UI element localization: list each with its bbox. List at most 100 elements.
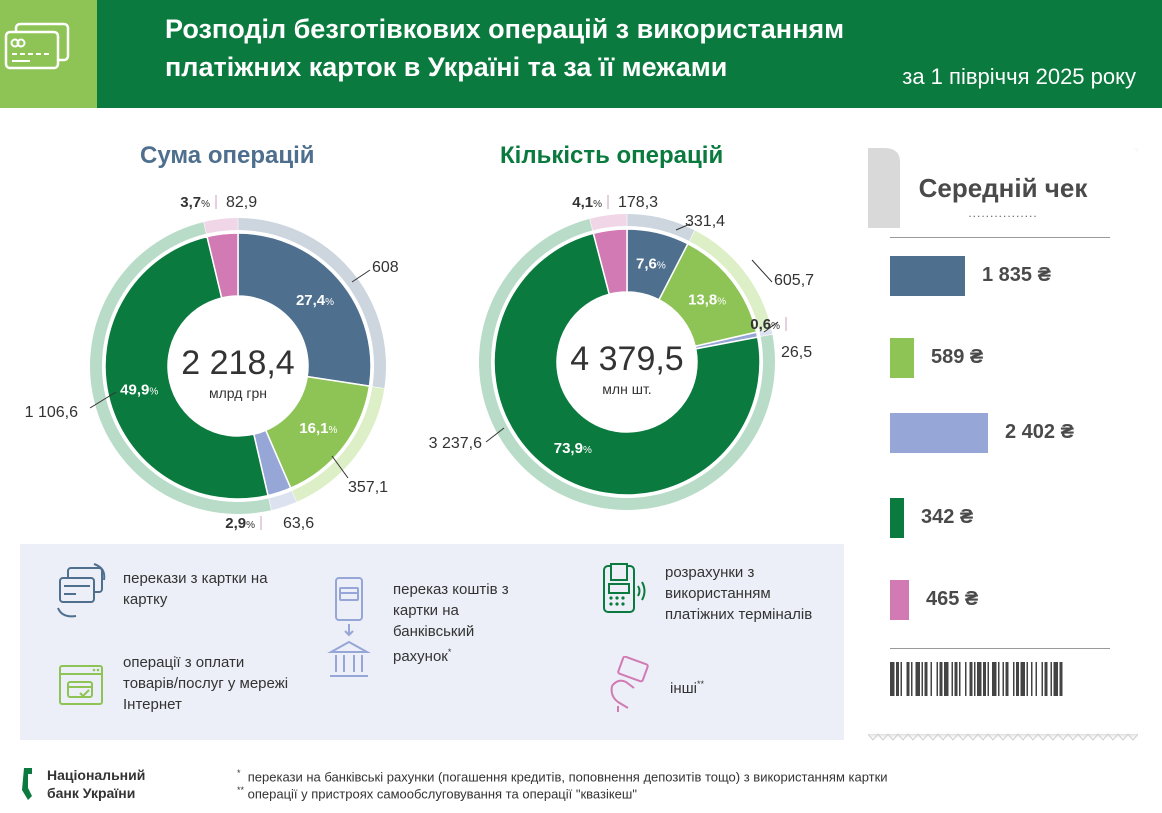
barcode-stripe xyxy=(951,662,953,696)
footnote-2: ** операції у пристроях самообслуговуван… xyxy=(237,785,637,801)
avg-check-bar-to-account xyxy=(890,413,988,453)
donut-sum-value-terminals: 1 106,6 xyxy=(25,404,78,421)
donut-count-value-card-to-card: 331,4 xyxy=(685,213,725,230)
barcode-stripe xyxy=(992,662,997,696)
avg-check-label-to-account: 2 402 ₴ xyxy=(1005,421,1074,443)
avg-check-label-internet: 589 ₴ xyxy=(931,346,984,368)
donut-count-ring-to-account xyxy=(759,329,773,337)
donut-sum-slice-card-to-card xyxy=(237,232,372,387)
footnote-2-text: операції у пристроях самообслуговування … xyxy=(247,786,637,802)
receipt-title: Середній чек xyxy=(918,173,1088,203)
barcode-stripe xyxy=(974,662,976,696)
nbu-logo-text: Національний банк України xyxy=(47,766,145,802)
barcode-stripe xyxy=(1016,662,1019,696)
barcode-stripe xyxy=(969,662,973,696)
barcode-stripe xyxy=(924,662,928,696)
avg-check-bar-card-to-card xyxy=(890,256,965,296)
nbu-logo-line1: Національний xyxy=(47,767,146,783)
barcode-stripe xyxy=(900,662,902,696)
legend-other: інші** xyxy=(670,674,704,699)
donut-sum-ring-other xyxy=(203,218,238,234)
donut-sum-pct-other: 3,7% xyxy=(180,194,210,211)
donut-sum-pct-to-account: 2,9% xyxy=(225,515,255,532)
barcode-stripe xyxy=(977,662,982,696)
donut-sum-ring-internet xyxy=(292,386,385,502)
receipt-dots: ................ xyxy=(968,206,1038,220)
avg-check-bar-terminals xyxy=(890,498,904,538)
donut-sum-pct-card-to-card: 27,4% xyxy=(296,292,334,309)
barcode-stripe xyxy=(896,662,899,696)
payment-terminal-icon xyxy=(603,563,646,613)
donut-count-center xyxy=(557,292,697,432)
donut-count-leader-card-to-card xyxy=(675,223,691,231)
legend-other-mark: ** xyxy=(696,679,704,689)
barcode-stripe xyxy=(998,662,1000,696)
barcode-stripe xyxy=(939,662,943,696)
donut-chart-count: 4 379,5 млн шт. 7,6% 13,8% 0,6% 73,9% 4,1% 331,… xyxy=(429,194,814,510)
legend-terminals: розрахунки з використанням платіжних тер… xyxy=(665,564,813,623)
barcode-stripe xyxy=(1005,662,1009,696)
nbu-logo-icon xyxy=(22,768,32,800)
barcode-stripe xyxy=(930,662,932,696)
donut-sum-pct-internet: 16,1% xyxy=(299,420,337,437)
barcode-stripe xyxy=(890,662,895,696)
receipt-divider-top xyxy=(890,237,1110,238)
donut-count-center-unit: млн шт. xyxy=(602,381,651,397)
legend-to-account: переказ коштів з картки на банківський р… xyxy=(393,579,533,667)
barcode-stripe xyxy=(915,662,920,696)
barcode-stripe xyxy=(959,662,961,696)
page-title-line2: платіжних карток в Україні та за її межа… xyxy=(165,52,728,82)
barcode-stripe xyxy=(983,662,986,696)
barcode xyxy=(890,662,1063,696)
donut-sum-value-internet: 357,1 xyxy=(348,479,388,496)
barcode-stripe xyxy=(911,662,913,696)
donut-count-leader-to-account xyxy=(763,321,779,333)
donut-count-leader-terminals xyxy=(485,427,505,443)
donut-count-ring-internet xyxy=(689,230,772,332)
donut-sum-center xyxy=(168,296,308,436)
page-title: Розподіл безготівкових операцій з викори… xyxy=(165,10,1005,86)
barcode-stripe xyxy=(921,662,923,696)
card-transfer-icon xyxy=(57,563,106,618)
header-icon-box xyxy=(0,0,97,108)
period-label: за 1 півріччя 2025 року xyxy=(902,64,1136,89)
donut-sum-leader-card-to-card xyxy=(351,269,371,283)
receipt-divider-bottom xyxy=(890,648,1110,649)
donut-count-value-other: 178,3 xyxy=(618,194,658,211)
donut-count-ring-card-to-card xyxy=(627,214,695,241)
barcode-stripe xyxy=(1020,662,1025,696)
barcode-stripe xyxy=(1041,662,1043,696)
barcode-stripe xyxy=(906,662,910,696)
footnote-1-mark: * xyxy=(237,768,241,778)
hand-card-icon xyxy=(610,656,649,712)
footnote-1-text: перекази на банківські рахунки (погашенн… xyxy=(247,769,888,785)
donut-count-value-internet: 605,7 xyxy=(774,272,814,289)
barcode-stripe xyxy=(1002,662,1004,696)
avg-check-label-terminals: 342 ₴ xyxy=(921,506,974,528)
internet-payment-icon xyxy=(59,665,103,705)
barcode-stripe xyxy=(944,662,949,696)
donut-chart-sum: 2 218,4 млрд грн 27,4% 16,1% 2,9% 49,9% 3,7% 60… xyxy=(25,194,400,532)
donut-count-pct-terminals: 73,9% xyxy=(554,440,592,457)
chart-title-count: Кількість операцій xyxy=(500,142,724,169)
barcode-stripe xyxy=(987,662,989,696)
donut-count-leader-internet xyxy=(751,259,773,283)
barcode-stripe xyxy=(1031,662,1033,696)
footnote-1: * перекази на банківські рахунки (погаше… xyxy=(237,768,888,784)
donut-sum-ring-to-account xyxy=(268,490,297,511)
legend-to-account-text: переказ коштів з картки на банківський р… xyxy=(393,581,509,665)
barcode-stripe xyxy=(1035,662,1037,696)
phone-to-bank-icon xyxy=(327,577,371,677)
barcode-stripe xyxy=(936,662,938,696)
donut-sum-center-unit: млрд грн xyxy=(209,385,267,401)
donut-count-pct-other: 4,1% xyxy=(572,194,602,211)
credit-cards-icon xyxy=(4,22,70,70)
avg-check-label-card-to-card: 1 835 ₴ xyxy=(982,264,1051,286)
barcode-stripe xyxy=(1053,662,1058,696)
donut-count-value-to-account: 26,5 xyxy=(781,344,812,361)
header: Розподіл безготівкових операцій з викори… xyxy=(0,0,1162,108)
footnote-2-mark: ** xyxy=(237,785,245,795)
legend-internet: операції з оплати товарів/послуг у мереж… xyxy=(123,654,289,713)
nbu-logo-line2: банк України xyxy=(47,785,136,801)
donut-sum-pct-terminals: 49,9% xyxy=(120,381,158,398)
